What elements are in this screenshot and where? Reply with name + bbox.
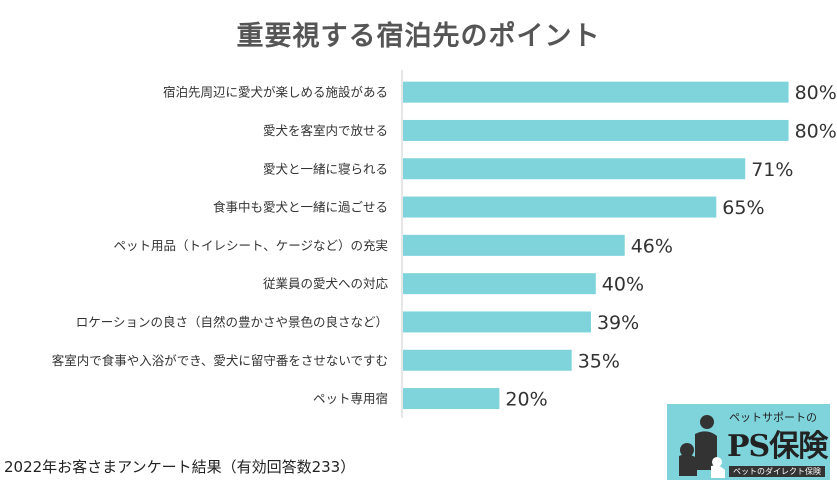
bar-chart: 宿泊先周辺に愛犬が楽しめる施設がある 80% 愛犬を客室内で放せる 80% 愛犬と一緒に… [52,70,837,418]
bar [403,158,746,180]
bar [403,349,572,371]
category-label: 愛犬を客室内で放せる [263,123,388,138]
value-label: 46% [631,235,673,257]
bar [403,81,789,103]
category-label: 宿泊先周辺に愛犬が楽しめる施設がある [163,85,388,100]
value-label: 71% [751,159,793,181]
bar [403,273,596,295]
category-label: 食事中も愛犬と一緒に過ごせる [213,200,388,215]
bar [403,311,591,333]
value-label: 80% [795,120,837,142]
category-label: ロケーションの良さ（自然の豊かさや景色の良さなど） [76,314,388,329]
value-label: 35% [578,350,620,372]
value-label: 40% [602,274,644,296]
category-label: ペット専用宿 [313,391,388,406]
category-label: 愛犬と一緒に寝られる [263,161,388,176]
value-label: 65% [722,197,764,219]
bar [403,196,717,218]
bar [403,119,789,141]
dog-and-person-icon [679,415,725,478]
chart-title: 重要視する宿泊先のポイント [236,21,601,52]
bar [403,388,500,410]
value-label: 39% [597,312,639,334]
value-label: 20% [505,389,547,411]
ps-insurance-logo: ペットサポートの PS保険 ペットのダイレクト保険 [667,404,830,480]
category-label: ペット用品（トイレシート、ケージなど）の充実 [113,238,388,253]
logo-brand: PS保険 [727,429,828,464]
category-label: 従業員の愛犬への対応 [263,276,389,291]
category-label: 客室内で食事や入浴ができ、愛犬に留守番をさせないですむ [52,353,388,368]
value-label: 80% [795,82,837,104]
bar [403,234,625,256]
survey-footnote: 2022年お客さまアンケート結果（有効回答数233） [4,458,356,476]
logo-tagline: ペットサポートの [729,411,817,424]
logo-subtitle: ペットのダイレクト保険 [729,466,825,477]
